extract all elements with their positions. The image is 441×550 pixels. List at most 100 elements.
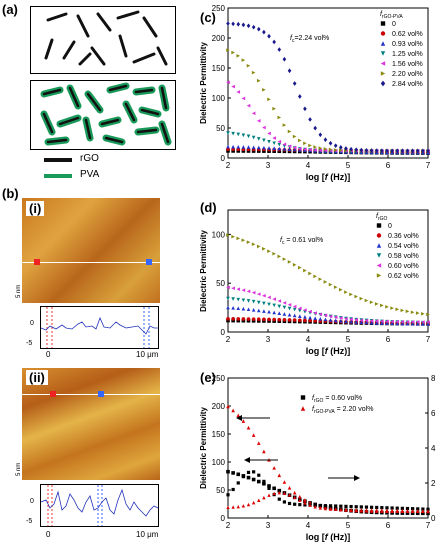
data-point bbox=[267, 139, 271, 144]
tan-point bbox=[303, 501, 307, 505]
legend-label: 0.62 vol% bbox=[388, 273, 419, 280]
data-point bbox=[282, 480, 287, 484]
afm-scan-line-i bbox=[22, 262, 160, 263]
data-point bbox=[323, 313, 328, 318]
tan-delta-curves bbox=[226, 470, 430, 513]
data-point bbox=[262, 29, 266, 35]
data-point bbox=[231, 408, 235, 413]
data-point bbox=[415, 511, 420, 516]
data-point bbox=[251, 135, 256, 140]
data-point bbox=[277, 115, 282, 120]
data-point bbox=[415, 311, 420, 315]
tan-point bbox=[421, 507, 425, 511]
data-point bbox=[405, 320, 410, 324]
data-point bbox=[333, 318, 338, 323]
x-tick-label: 6 bbox=[386, 521, 391, 530]
data-point bbox=[359, 147, 364, 153]
data-point bbox=[405, 148, 410, 154]
data-point bbox=[349, 146, 353, 152]
data-point bbox=[303, 141, 307, 146]
data-point bbox=[262, 301, 266, 306]
tan-point bbox=[334, 504, 338, 508]
series-2 bbox=[226, 305, 430, 326]
profile-i-xlabel-start: 0 bbox=[46, 350, 51, 359]
tan-point bbox=[241, 475, 245, 479]
data-point bbox=[333, 285, 338, 290]
data-point bbox=[303, 308, 307, 312]
data-point bbox=[400, 319, 405, 324]
legend-marker bbox=[300, 406, 306, 411]
y-tick-label: 250 bbox=[212, 4, 226, 13]
data-point bbox=[231, 286, 235, 291]
series-0 bbox=[226, 318, 430, 326]
tan-point bbox=[236, 481, 240, 485]
data-point bbox=[385, 148, 389, 154]
data-point bbox=[236, 21, 241, 27]
data-point bbox=[292, 81, 297, 86]
data-point bbox=[400, 148, 405, 154]
data-point bbox=[241, 419, 246, 423]
data-point bbox=[231, 144, 235, 149]
tan-point bbox=[282, 491, 287, 495]
data-point bbox=[395, 307, 400, 312]
y-tick-label: 0 bbox=[221, 514, 226, 523]
data-point bbox=[297, 494, 302, 499]
data-point bbox=[323, 280, 328, 284]
data-point bbox=[241, 306, 246, 311]
tan-point bbox=[323, 504, 328, 508]
afm-marker-blue-i bbox=[146, 259, 152, 265]
tan-point bbox=[323, 506, 328, 511]
data-point bbox=[236, 90, 241, 94]
legend-marker bbox=[300, 395, 306, 400]
tan-point bbox=[390, 508, 394, 513]
data-point bbox=[333, 148, 338, 152]
data-point bbox=[267, 309, 271, 314]
data-point bbox=[226, 80, 230, 85]
data-point bbox=[282, 147, 287, 151]
data-point bbox=[241, 58, 246, 62]
legend-label: 1.56 vol% bbox=[392, 61, 423, 68]
data-point bbox=[262, 293, 266, 298]
rgo-core bbox=[42, 84, 170, 144]
tan-point bbox=[426, 509, 430, 513]
y-tick-label: 100 bbox=[212, 458, 226, 467]
tan-point bbox=[226, 505, 230, 509]
data-point bbox=[354, 294, 359, 299]
schematic-composite-box bbox=[30, 80, 176, 150]
data-point bbox=[318, 277, 323, 281]
data-point bbox=[308, 309, 312, 314]
data-point bbox=[328, 147, 333, 152]
tan-point bbox=[400, 506, 404, 510]
data-point bbox=[256, 479, 261, 484]
data-point bbox=[262, 481, 266, 486]
data-point bbox=[287, 318, 292, 322]
data-point bbox=[246, 103, 251, 108]
data-point bbox=[385, 319, 389, 324]
legend-marker bbox=[380, 80, 386, 87]
data-point bbox=[246, 475, 251, 480]
legend-label: 1.25 vol% bbox=[392, 51, 423, 58]
tan-point bbox=[267, 493, 271, 497]
data-point bbox=[262, 317, 266, 322]
tan-point bbox=[359, 508, 364, 512]
data-point bbox=[231, 297, 235, 301]
data-point bbox=[374, 302, 379, 306]
data-point bbox=[333, 143, 338, 149]
data-point bbox=[251, 299, 256, 304]
data-point bbox=[328, 318, 333, 322]
tan-point bbox=[339, 504, 343, 508]
data-point bbox=[328, 282, 333, 287]
data-point bbox=[344, 319, 348, 324]
data-point bbox=[313, 274, 317, 279]
data-point bbox=[256, 119, 261, 123]
tan-point bbox=[313, 505, 317, 509]
data-point bbox=[313, 145, 317, 149]
x-tick-label: 4 bbox=[306, 521, 311, 530]
data-point bbox=[246, 63, 251, 68]
data-point bbox=[241, 145, 246, 149]
series-3 bbox=[226, 296, 430, 325]
data-point bbox=[272, 310, 276, 315]
tan-point bbox=[262, 479, 266, 483]
legend-label: 0.54 vol% bbox=[388, 243, 419, 250]
data-point bbox=[282, 301, 287, 305]
